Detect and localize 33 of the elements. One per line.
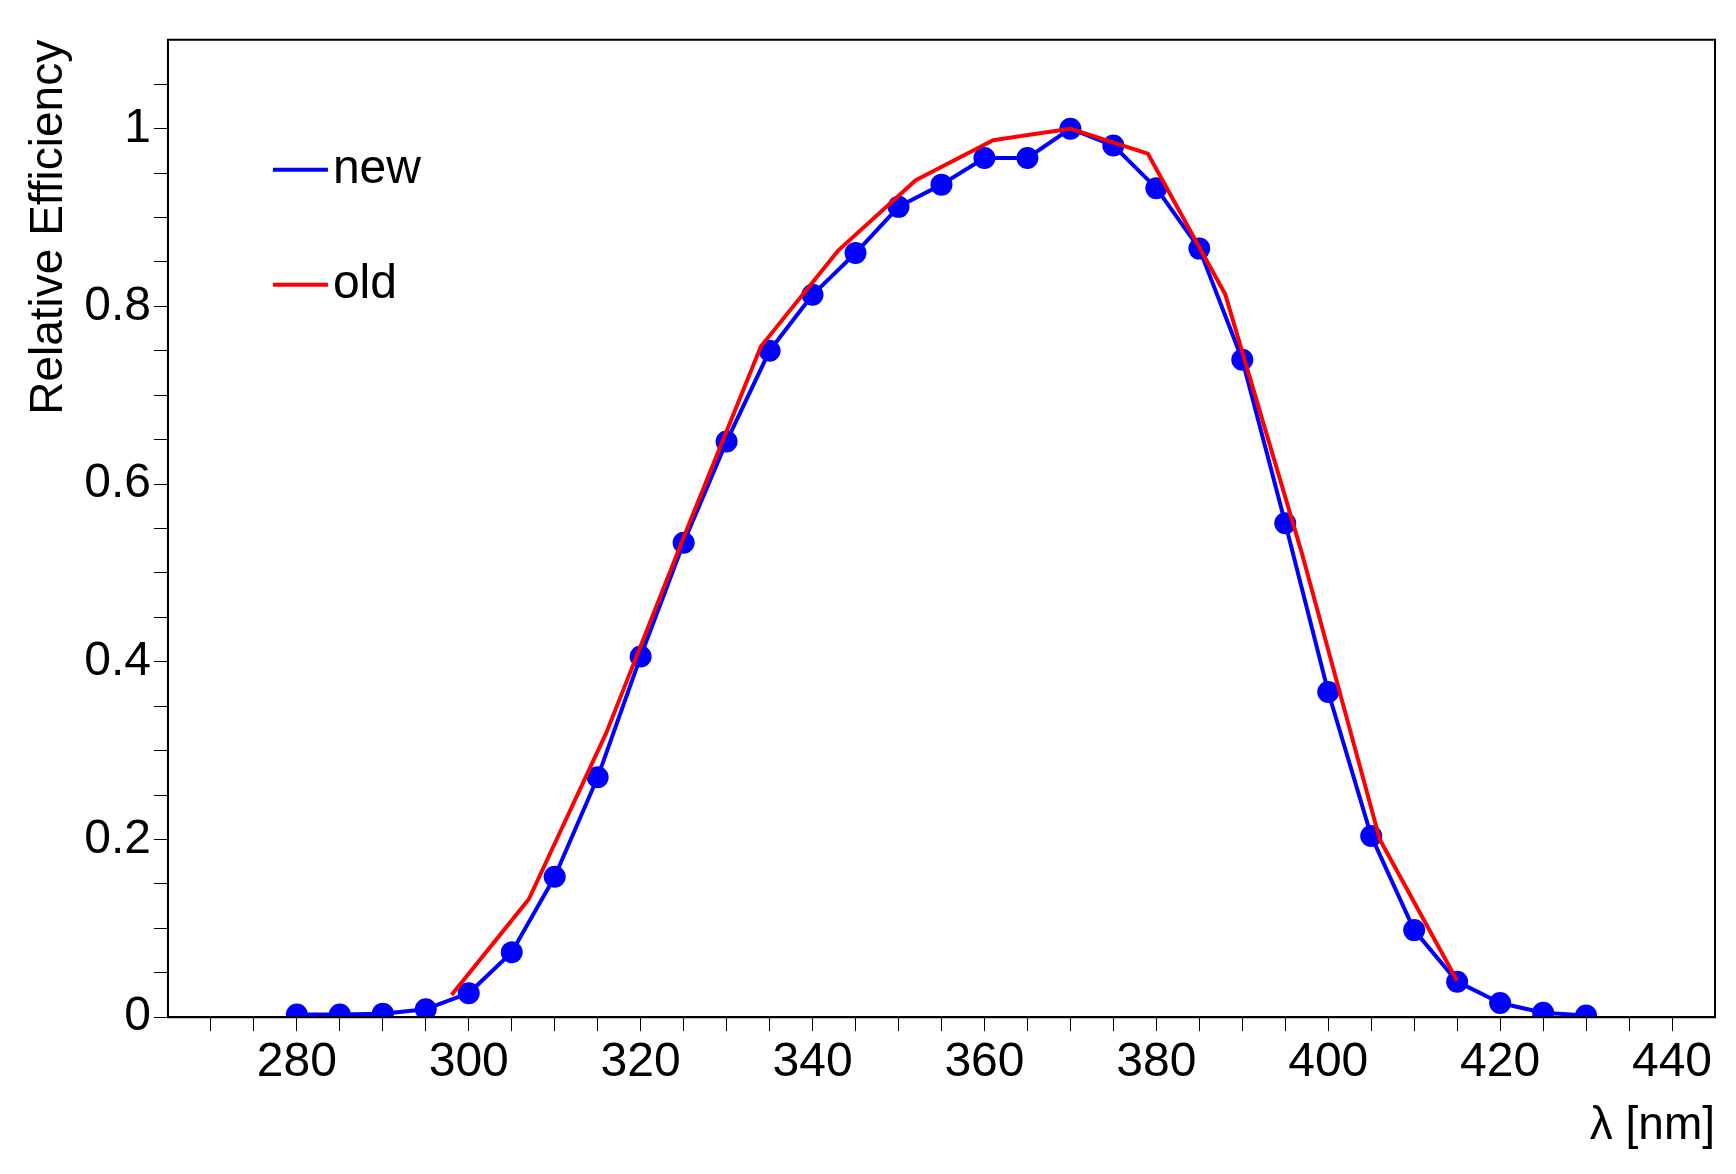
point — [414, 998, 437, 1018]
x-tick-label: 360 — [944, 1033, 1025, 1087]
point — [930, 173, 953, 196]
x-tick-label: 400 — [1288, 1033, 1369, 1087]
point — [500, 941, 523, 964]
point — [1145, 177, 1168, 200]
point — [844, 242, 867, 265]
point — [586, 766, 609, 789]
x-tick-label: 420 — [1460, 1033, 1541, 1087]
point — [457, 982, 480, 1005]
point — [1403, 919, 1426, 942]
point — [1489, 991, 1512, 1014]
y-tick-label: 0.6 — [84, 454, 151, 508]
x-tick-label: 320 — [600, 1033, 681, 1087]
legend-label: new — [332, 140, 422, 194]
x-axis-title: λ [nm] — [1589, 1097, 1715, 1150]
point — [973, 146, 996, 169]
y-tick-label: 0.2 — [84, 809, 151, 863]
y-tick-label: 0 — [124, 987, 151, 1041]
x-tick-label: 300 — [428, 1033, 509, 1087]
legend-label: old — [332, 255, 397, 309]
x-tick-label: 280 — [256, 1033, 337, 1087]
point — [543, 865, 566, 888]
point — [1317, 680, 1340, 703]
point — [1016, 146, 1039, 169]
y-tick-label: 1 — [124, 98, 151, 152]
x-tick-label: 340 — [772, 1033, 853, 1087]
y-tick-label: 0.8 — [84, 276, 151, 330]
y-axis-title: Relative Efficiency — [20, 39, 73, 415]
point — [758, 339, 781, 362]
x-tick-label: 380 — [1116, 1033, 1197, 1087]
y-tick-label: 0.4 — [84, 632, 151, 686]
x-tick-label: 440 — [1631, 1033, 1713, 1087]
